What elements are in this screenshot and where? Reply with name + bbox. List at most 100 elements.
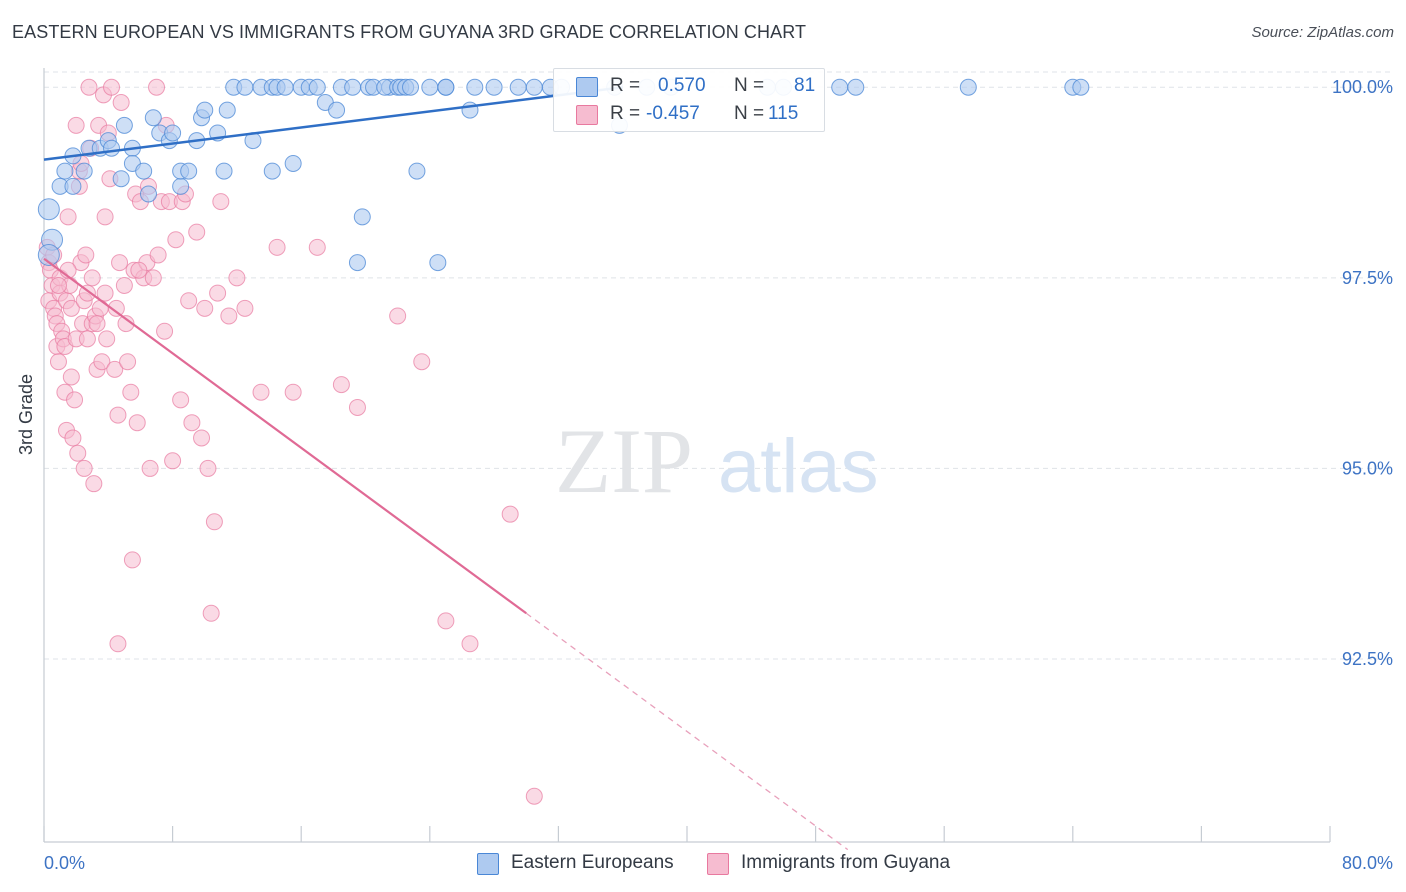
guyana-point [80, 78, 98, 96]
guyana-point [220, 307, 238, 325]
eastern-trend-line [43, 86, 623, 161]
guyana-point [212, 193, 230, 211]
guyana-point [96, 208, 114, 226]
guyana-point [252, 383, 270, 401]
source-label: Source: ZipAtlas.com [1251, 24, 1394, 41]
eastern-point [172, 177, 190, 195]
guyana-point [348, 398, 366, 416]
guyana-point [115, 276, 133, 294]
guyana-point [88, 315, 106, 333]
eastern-point [525, 78, 543, 96]
eastern-point [402, 78, 420, 96]
guyana-point [91, 299, 109, 317]
eastern-point [56, 162, 74, 180]
guyana-point [98, 330, 116, 348]
guyana-point [106, 360, 124, 378]
guyana-point [156, 322, 174, 340]
guyana-point [209, 284, 227, 302]
y-tick-label: 95.0% [1342, 458, 1393, 478]
guyana-point [112, 93, 130, 111]
guyana-point [103, 78, 121, 96]
legend-r-value: 0.570 [658, 75, 706, 96]
eastern-point [408, 162, 426, 180]
chart-title: EASTERN EUROPEAN VS IMMIGRANTS FROM GUYA… [12, 22, 807, 42]
guyana-point [167, 231, 185, 249]
eastern-point [509, 78, 527, 96]
guyana-point [172, 391, 190, 409]
eastern-point [466, 78, 484, 96]
guyana-point [69, 444, 87, 462]
eastern-point [37, 243, 60, 266]
legend-swatch-blue [576, 77, 598, 97]
guyana-point [501, 505, 519, 523]
series-eastern-points [37, 78, 1090, 272]
guyana-point [62, 368, 80, 386]
guyana-point [77, 246, 95, 264]
bottom-legend-swatch-pink [707, 853, 729, 875]
guyana-point [196, 299, 214, 317]
guyana-point [437, 612, 455, 630]
guyana-point [149, 246, 167, 264]
eastern-point [485, 78, 503, 96]
eastern-point [218, 101, 236, 119]
guyana-point [183, 414, 201, 432]
eastern-point [112, 170, 130, 188]
guyana-point [78, 330, 96, 348]
eastern-point [75, 162, 93, 180]
eastern-point [276, 78, 294, 96]
eastern-point [353, 208, 371, 226]
guyana-point [75, 459, 93, 477]
guyana-point [59, 208, 77, 226]
legend-swatch-pink [576, 105, 598, 125]
eastern-point [135, 162, 153, 180]
x-tick-label-min: 0.0% [44, 853, 85, 873]
guyana-point [62, 299, 80, 317]
eastern-point [164, 124, 182, 142]
guyana-point [83, 269, 101, 287]
guyana-point [202, 604, 220, 622]
legend-r-value: -0.457 [646, 103, 700, 124]
bottom-legend-label: Immigrants from Guyana [741, 852, 951, 873]
guyana-point [144, 269, 162, 287]
eastern-point [284, 154, 302, 172]
eastern-point [328, 101, 346, 119]
tick-labels: 92.5% 95.0% 97.5% 100.0% 0.0% 80.0% [44, 77, 1393, 873]
eastern-point [1072, 78, 1090, 96]
legend-n-value: 115 [768, 103, 799, 124]
watermark-atlas: atlas [718, 424, 879, 509]
guyana-point [109, 406, 127, 424]
y-tick-label: 100.0% [1332, 77, 1393, 97]
guyana-point [461, 635, 479, 653]
eastern-point [847, 78, 865, 96]
guyana-point [525, 787, 543, 805]
legend-r-label: R = [610, 75, 641, 96]
series-guyana-points [38, 78, 543, 805]
guyana-point [93, 353, 111, 371]
eastern-point [139, 185, 157, 203]
guyana-point [109, 635, 127, 653]
guyana-point [107, 299, 125, 317]
guyana-point [268, 238, 286, 256]
guyana-point [188, 223, 206, 241]
legend-r-label: R = [610, 103, 641, 124]
guyana-point [128, 414, 146, 432]
trend-lines [43, 86, 849, 851]
guyana-point [49, 276, 67, 294]
guyana-point [111, 254, 129, 272]
guyana-point [308, 238, 326, 256]
eastern-point [115, 116, 133, 134]
bottom-legend-swatch-blue [477, 853, 499, 875]
watermark-zip: ZIP [555, 410, 693, 512]
guyana-point [413, 353, 431, 371]
eastern-point [103, 139, 121, 157]
guyana-point [66, 391, 84, 409]
guyana-trend-extension [525, 612, 849, 851]
grid-lines [44, 71, 1390, 660]
eastern-point [308, 78, 326, 96]
eastern-point [959, 78, 977, 96]
guyana-point [119, 353, 137, 371]
guyana-point [180, 292, 198, 310]
guyana-trend-line [43, 257, 527, 615]
eastern-point [180, 162, 198, 180]
